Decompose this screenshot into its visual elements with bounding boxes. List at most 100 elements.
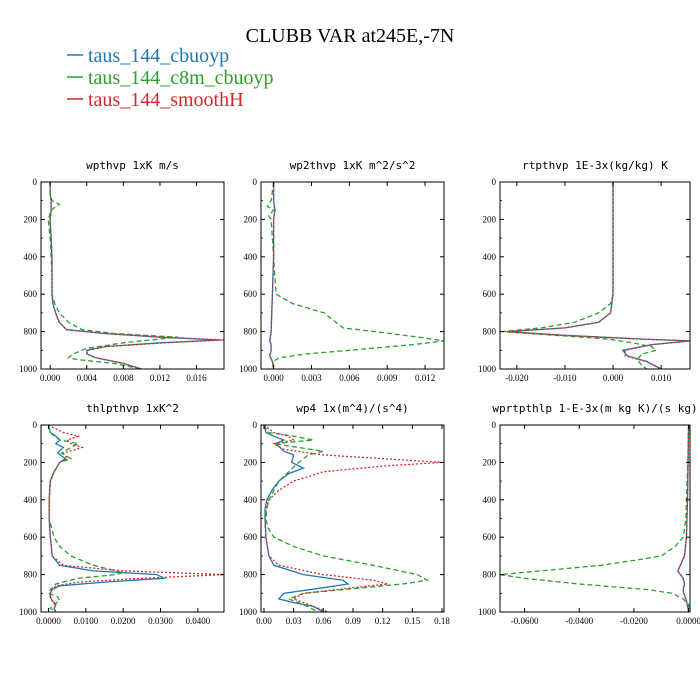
panel-frame-3 [40,424,225,613]
ytick-label-5-1: 200 [483,457,497,467]
ytick-label-0-3: 600 [24,289,38,299]
ytick-label-3-2: 400 [24,495,38,505]
series-group-1 [266,182,444,369]
ytick-label-4-0: 0 [253,420,258,430]
series-line-4-1 [263,425,430,612]
ytick-label-0-4: 800 [24,327,38,337]
ytick-label-0-2: 400 [24,252,38,262]
series-line-2-2 [504,182,690,369]
panel-1: wp2thvp 1xK m^2/s^2 0 200 400 600 800 1000 0.00… [239,159,445,383]
panel-title-4: wp4 1x(m^4)/(s^4) [296,402,409,415]
series-line-3-0 [47,425,167,612]
ytick-label-1-1: 200 [244,214,258,224]
xtick-label-1-1: 0.003 [301,373,322,383]
xtick-label-3-2: 0.0200 [111,616,136,626]
panel-frame-1 [260,181,445,370]
series-line-1-1 [266,182,444,369]
panel-title-3: thlpthvp 1xK^2 [86,402,179,415]
ytick-label-4-5: 1000 [239,607,258,617]
panel-5: wprtpthlp 1-E-3x(m kg K)/(s kg) 0 200 400 60… [478,402,700,626]
panel-2: rtpthvp 1E-3x(kg/kg) K02004006008001000-… [478,159,691,383]
ytick-label-4-1: 200 [244,457,258,467]
panel-frame-2 [499,181,691,370]
ytick-label-3-4: 800 [24,570,38,580]
ytick-label-3-1: 200 [24,457,38,467]
ytick-label-1-0: 0 [253,177,258,187]
xtick-label-4-1: 0.03 [286,616,302,626]
ytick-label-2-5: 1000 [478,364,497,374]
ytick-label-1-4: 800 [244,327,258,337]
ytick-label-2-4: 800 [483,327,497,337]
xtick-label-3-1: 0.0100 [73,616,98,626]
xtick-label-5-2: -0.0200 [620,616,648,626]
ytick-label-0-0: 0 [33,177,38,187]
ytick-label-2-1: 200 [483,214,497,224]
series-line-0-0 [49,182,220,369]
legend-label-0: taus_144_cbuoyp [88,45,229,67]
xtick-label-4-6: 0.18 [434,616,450,626]
series-line-0-2 [49,182,224,369]
panel-title-1: wp2thvp 1xK m^2/s^2 [290,159,416,172]
ytick-label-2-2: 400 [483,252,497,262]
ytick-label-3-3: 600 [24,532,38,542]
xtick-label-4-4: 0.12 [375,616,391,626]
xtick-label-0-4: 0.016 [186,373,207,383]
xtick-label-5-0: -0.0600 [511,616,539,626]
series-line-2-1 [502,182,658,369]
figure-title: CLUBB VAR at245E,-7N [246,25,455,47]
xtick-label-4-2: 0.06 [315,616,331,626]
series-group-3 [47,425,224,612]
xtick-label-2-0: -0.020 [505,373,529,383]
xtick-label-0-1: 0.004 [77,373,98,383]
xtick-label-4-3: 0.09 [345,616,361,626]
xtick-label-3-4: 0.0400 [185,616,210,626]
xtick-label-2-3: 0.010 [651,373,672,383]
ytick-label-3-0: 0 [33,420,38,430]
panel-frame-5 [499,424,691,613]
ytick-label-2-0: 0 [492,177,497,187]
legend: taus_144_cbuoyp taus_144_c8m_cbuoyp taus… [67,45,274,111]
xtick-label-4-5: 0.15 [404,616,420,626]
ytick-label-1-2: 400 [244,252,258,262]
ytick-label-5-5: 1000 [478,607,497,617]
ytick-label-5-3: 600 [483,532,497,542]
panel-title-0: wpthvp 1xK m/s [86,159,179,172]
series-group-5 [500,425,690,612]
series-line-4-2 [263,425,443,612]
ytick-label-1-5: 1000 [239,364,258,374]
series-line-5-1 [500,425,690,612]
ytick-label-5-0: 0 [492,420,497,430]
series-line-1-2 [269,182,276,369]
xtick-label-5-1: -0.0400 [565,616,593,626]
ytick-label-4-3: 600 [244,532,258,542]
series-line-0-1 [47,182,179,369]
ytick-label-0-5: 1000 [19,364,38,374]
xtick-label-5-3: 0.0000 [676,616,700,626]
series-group-4 [263,425,443,612]
ytick-label-5-4: 800 [483,570,497,580]
ytick-label-3-5: 1000 [19,607,38,617]
panel-title-2: rtpthvp 1E-3x(kg/kg) K [522,159,668,172]
xtick-label-0-0: 0.000 [40,373,61,383]
xtick-label-1-3: 0.009 [377,373,398,383]
xtick-label-4-0: 0.00 [256,616,272,626]
series-line-4-0 [263,425,350,612]
legend-label-2: taus_144_smoothH [88,89,244,111]
series-line-5-2 [676,425,690,612]
panel-title-5: wprtpthlp 1-E-3x(m kg K)/(s kg) [492,402,697,415]
ytick-label-1-3: 600 [244,289,258,299]
ytick-label-0-1: 200 [24,214,38,224]
xtick-label-1-2: 0.006 [339,373,360,383]
xtick-label-3-0: 0.0000 [36,616,61,626]
xtick-label-2-2: 0.000 [603,373,624,383]
ytick-label-4-2: 400 [244,495,258,505]
xtick-label-0-3: 0.012 [150,373,170,383]
xtick-label-1-0: 0.000 [263,373,284,383]
xtick-label-2-1: -0.010 [553,373,577,383]
series-group-0 [47,182,224,369]
ytick-label-2-3: 600 [483,289,497,299]
